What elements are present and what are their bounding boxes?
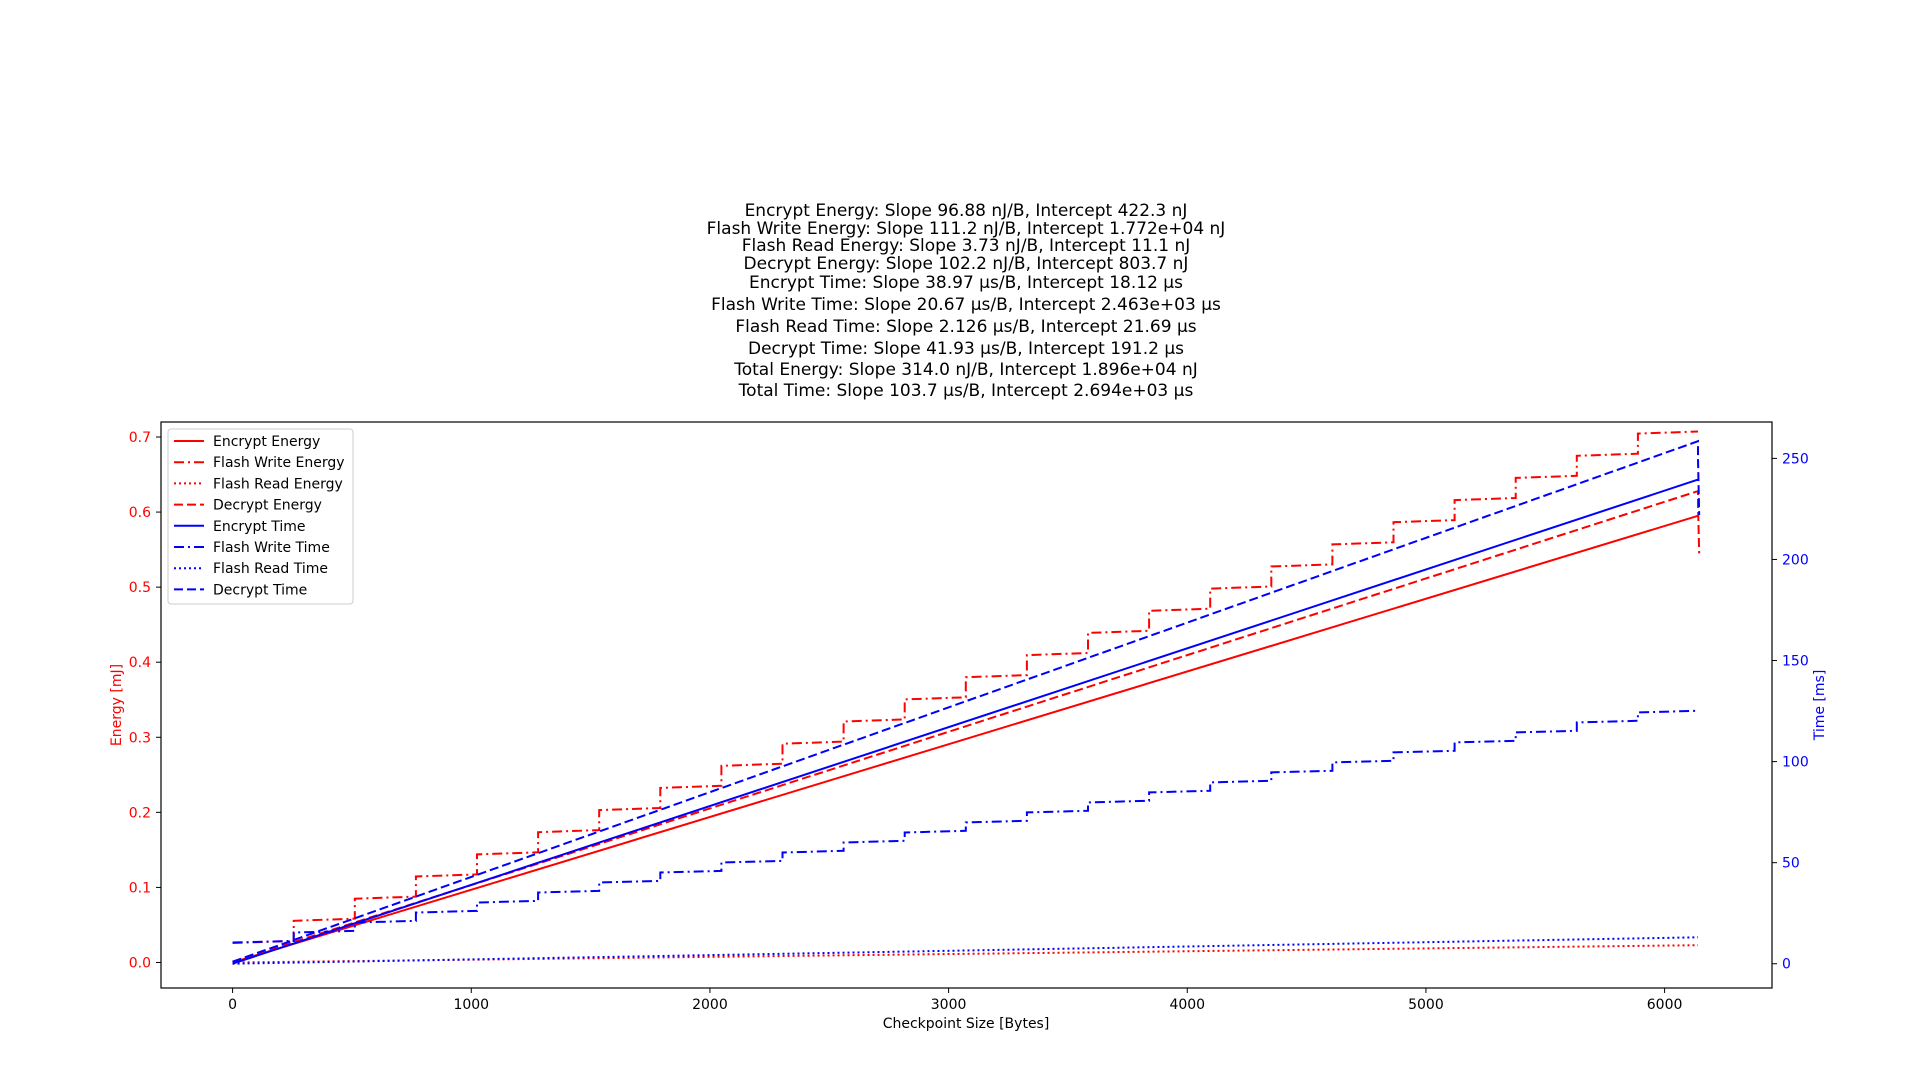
plot-frame <box>160 421 1773 989</box>
y-left-tick-label: 0.0 <box>129 955 151 971</box>
y-right-tick-label: 200 <box>1782 552 1809 568</box>
title-line: Total Energy: Slope 314.0 nJ/B, Intercep… <box>733 360 1198 380</box>
x-tick-label: 0 <box>228 997 237 1013</box>
title-line: Flash Write Energy: Slope 111.2 nJ/B, In… <box>707 219 1226 239</box>
series-line-decrypt-time <box>232 439 1701 963</box>
series-line-encrypt-energy <box>232 514 1699 964</box>
legend: Encrypt Energy Flash Write Energy Flash Re… <box>167 428 354 605</box>
y-axis-left: 0.0 0.1 0.2 0.3 0.4 0.5 0.6 0.7 <box>129 430 161 971</box>
y-axis-right-label: Time [ms] <box>1812 670 1828 742</box>
title-line: Flash Write Time: Slope 20.67 μs/B, Inte… <box>711 295 1221 315</box>
legend-label: Decrypt Time <box>213 582 307 598</box>
y-right-tick-label: 0 <box>1782 957 1791 973</box>
series-lines <box>232 430 1701 965</box>
title-line: Encrypt Time: Slope 38.97 μs/B, Intercep… <box>749 273 1183 293</box>
series-line-decrypt-energy <box>232 489 1701 963</box>
y-left-tick-label: 0.7 <box>129 430 151 446</box>
title-line: Encrypt Energy: Slope 96.88 nJ/B, Interc… <box>745 201 1188 221</box>
x-tick-label: 3000 <box>931 997 967 1013</box>
series-line-flash-write-time <box>232 709 1699 944</box>
y-axis-right: 0 50 100 150 200 250 <box>1772 451 1809 973</box>
y-left-tick-label: 0.6 <box>129 505 151 521</box>
y-left-tick-label: 0.2 <box>129 805 151 821</box>
y-right-tick-label: 150 <box>1782 654 1809 670</box>
x-axis: 0 1000 2000 3000 4000 5000 6000 <box>228 988 1682 1013</box>
legend-label: Decrypt Energy <box>213 498 322 514</box>
legend-box <box>167 428 354 605</box>
series-line-flash-write-energy <box>232 430 1699 944</box>
y-left-tick-label: 0.3 <box>129 730 151 746</box>
title-line: Decrypt Time: Slope 41.93 μs/B, Intercep… <box>748 339 1184 359</box>
chart-title: Encrypt Energy: Slope 96.88 nJ/B, Interc… <box>707 201 1226 401</box>
x-tick-label: 1000 <box>453 997 489 1013</box>
legend-label: Flash Write Time <box>213 540 330 556</box>
x-axis-label: Checkpoint Size [Bytes] <box>883 1016 1050 1032</box>
legend-label: Flash Read Time <box>213 561 328 577</box>
y-right-tick-label: 50 <box>1782 856 1800 872</box>
y-left-tick-label: 0.5 <box>129 580 151 596</box>
series-line-flash-read-time <box>232 936 1699 965</box>
x-tick-label: 4000 <box>1169 997 1205 1013</box>
title-line: Flash Read Energy: Slope 3.73 nJ/B, Inte… <box>742 236 1191 256</box>
legend-label: Encrypt Energy <box>213 434 320 450</box>
legend-label: Flash Read Energy <box>213 476 343 492</box>
y-left-tick-label: 0.4 <box>129 655 151 671</box>
series-line-flash-read-energy <box>232 944 1699 964</box>
x-tick-label: 2000 <box>692 997 728 1013</box>
series-line-encrypt-time <box>232 478 1699 965</box>
title-line: Decrypt Energy: Slope 102.2 nJ/B, Interc… <box>744 254 1189 274</box>
y-axis-left-label: Energy [mJ] <box>109 664 125 746</box>
x-tick-label: 6000 <box>1647 997 1683 1013</box>
title-line: Flash Read Time: Slope 2.126 μs/B, Inter… <box>735 317 1196 337</box>
legend-label: Flash Write Energy <box>213 455 345 471</box>
title-line: Total Time: Slope 103.7 μs/B, Intercept … <box>738 381 1194 401</box>
y-right-tick-label: 250 <box>1782 451 1809 467</box>
x-tick-label: 5000 <box>1408 997 1444 1013</box>
legend-label: Encrypt Time <box>213 519 306 535</box>
y-right-tick-label: 100 <box>1782 755 1809 771</box>
y-left-tick-label: 0.1 <box>129 880 151 896</box>
